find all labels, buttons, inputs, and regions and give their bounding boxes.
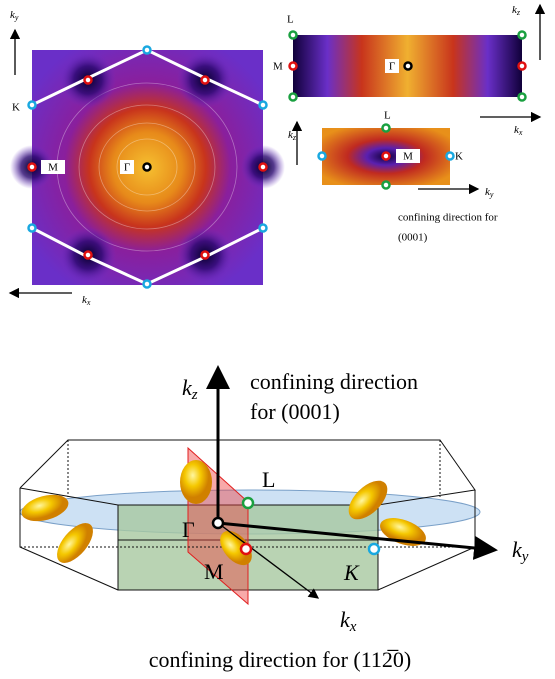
point-label: M [403,151,413,163]
point-marker [519,32,526,39]
point-marker [29,164,36,171]
point-marker [383,182,390,189]
label-part: z [292,133,297,142]
axis-label: kz [288,129,297,142]
caption: confining direction for (112̅0) [149,647,412,672]
point-marker [243,498,253,508]
point-marker [213,518,223,528]
point-label: L [287,14,294,26]
point-label: K [343,560,360,585]
axis-label: ky [485,186,494,199]
point-marker [260,164,267,171]
caption: (0001) [398,232,428,244]
point-label: L [384,110,391,122]
label-part: y [14,13,19,22]
axis-label: kz [182,375,198,403]
axis-label: kx [82,294,91,307]
point-marker [144,47,151,54]
point-label: M [48,162,58,174]
shape [180,460,212,504]
axis-label: ky [512,537,529,565]
caption: for (0001) [250,399,340,424]
figure: ky K M Γ kx L M Γ kz kx L M K kz ky conf… [0,0,555,679]
label-part: x [349,619,357,635]
point-marker [260,102,267,109]
side-map-bottom: L M K kz ky confining direction for (000… [288,110,498,244]
point-marker [260,225,267,232]
label-part: y [489,190,494,199]
point-marker [85,252,92,259]
point-marker [29,225,36,232]
point-label: K [455,151,463,163]
point-label: K [12,102,20,114]
axis-label: kx [514,124,523,137]
point-marker [85,77,92,84]
side-map-top: L M Γ kz kx [273,4,540,137]
point-marker [290,32,297,39]
caption: confining direction for [398,212,498,224]
point-marker [383,125,390,132]
axis-label: kz [512,4,521,17]
point-label: Γ [182,517,195,542]
label-part: x [518,128,523,137]
brillouin-zone: kz confining direction for (0001) L Γ M … [19,368,529,672]
point-marker [447,153,454,160]
point-marker [319,153,326,160]
point-label: Γ [124,162,130,174]
label-part: z [516,8,521,17]
point-marker [144,281,151,288]
axis-label: kx [340,607,357,635]
caption: confining direction [250,369,418,394]
point-marker [290,63,297,70]
point-label: M [273,61,283,73]
point-marker [29,102,36,109]
point-marker [202,77,209,84]
point-marker [369,544,379,554]
point-marker [383,153,390,160]
point-marker [405,63,412,70]
point-label: L [262,467,275,492]
point-marker [202,252,209,259]
point-label: Γ [389,61,395,73]
axis-label: ky [10,9,19,22]
point-marker [519,94,526,101]
in-plane-map: ky K M Γ kx [10,9,285,307]
point-marker [144,164,151,171]
label-part: z [191,387,198,403]
point-marker [290,94,297,101]
point-label: M [204,559,224,584]
point-marker [519,63,526,70]
point-marker [241,544,251,554]
label-part: x [86,298,91,307]
label-part: y [520,549,529,565]
